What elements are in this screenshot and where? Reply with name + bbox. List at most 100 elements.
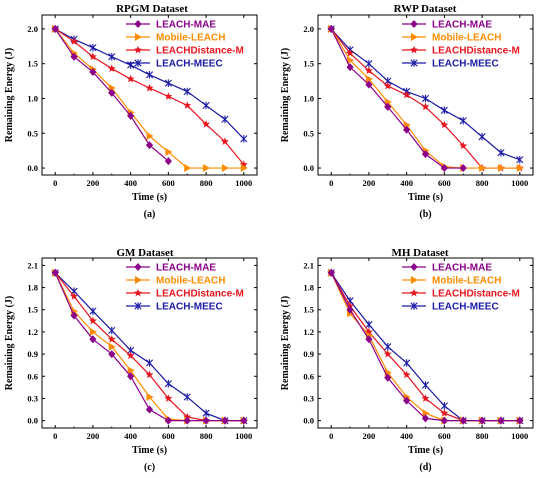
legend-marker [410, 45, 418, 54]
data-point [422, 409, 430, 418]
data-point [421, 414, 430, 423]
x-tick-label: 800 [476, 178, 489, 188]
y-tick-label: 1.0 [303, 93, 314, 103]
x-tick-label: 1000 [511, 178, 528, 188]
series-leach-mae [327, 24, 467, 173]
x-tick-label: 400 [400, 431, 413, 441]
data-point [146, 132, 154, 141]
data-point [516, 416, 524, 425]
data-point [107, 335, 116, 343]
x-axis-label: Time (s) [408, 445, 443, 456]
data-point [165, 148, 173, 157]
legend-marker [135, 276, 142, 284]
x-tick-label: 600 [438, 431, 451, 441]
legend-marker [410, 302, 418, 310]
data-point [403, 125, 411, 134]
data-point [202, 101, 210, 110]
data-point [203, 164, 211, 173]
data-point [145, 71, 154, 79]
y-tick-label: 2.0 [27, 24, 38, 34]
legend: LEACH-MAE Mobile-LEACH LEACHDistance-M LEAC… [402, 263, 520, 313]
x-tick-label: 400 [124, 178, 137, 188]
x-tick-label: 1000 [235, 178, 252, 188]
data-point [220, 137, 229, 146]
legend-label: Mobile-LEACH [156, 33, 225, 44]
data-point [51, 268, 59, 277]
legend-marker [135, 33, 142, 41]
series-leachdistance-m [51, 24, 248, 168]
data-point [108, 52, 116, 61]
x-tick-label: 800 [200, 178, 213, 188]
data-point [346, 301, 355, 310]
chart-panel-3: GM Dataset 0 200 400 600 800 1000 0.0 0.3 0.6 0.9 1… [4, 247, 258, 473]
data-point [421, 150, 430, 159]
y-tick-label: 1.8 [303, 283, 314, 293]
x-tick-label: 800 [200, 431, 213, 441]
series-leach-mae [51, 268, 248, 425]
data-point [89, 307, 97, 316]
legend-marker [134, 45, 142, 54]
y-tick-label: 2.1 [303, 260, 314, 270]
data-point [364, 327, 373, 336]
data-point [240, 164, 248, 173]
chart-panel-2: RWP Dataset 0 200 400 600 800 1000 0.0 0.5 1.0 1.5… [280, 3, 534, 220]
data-point [164, 79, 172, 87]
y-tick-label: 0.5 [27, 128, 38, 138]
data-point [459, 116, 467, 125]
data-point [421, 381, 430, 389]
data-point [70, 292, 79, 300]
data-point [383, 81, 392, 90]
data-point [164, 92, 173, 100]
data-point [327, 24, 335, 33]
legend-label: LEACH-MEEC [432, 59, 499, 70]
data-point [108, 342, 116, 351]
data-point [240, 135, 248, 143]
data-point [384, 342, 392, 351]
y-tick-label: 1.5 [27, 59, 38, 69]
data-point [440, 164, 448, 173]
data-point [478, 132, 486, 141]
y-tick-label: 1.8 [27, 283, 38, 293]
legend-marker [411, 33, 418, 41]
legend-label: Mobile-LEACH [432, 33, 501, 44]
y-tick-label: 1.2 [27, 327, 38, 337]
series-leach-mae [327, 268, 524, 425]
legend-label: LEACH-MAE [432, 20, 492, 31]
x-axis-label: Time (s) [408, 192, 443, 203]
legend: LEACH-MAE Mobile-LEACH LEACHDistance-M LEAC… [126, 263, 244, 313]
series-leach-mae [51, 24, 172, 166]
y-tick-label: 1.5 [303, 59, 314, 69]
legend-marker [134, 20, 142, 28]
legend-marker [410, 288, 418, 297]
data-point [479, 164, 487, 173]
y-tick-label: 2.1 [27, 260, 38, 270]
data-point [365, 320, 373, 329]
y-tick-label: 0.5 [303, 128, 314, 138]
y-tick-label: 0.3 [303, 393, 314, 403]
x-tick-label: 0 [329, 178, 333, 188]
data-point [183, 416, 191, 425]
data-point [384, 102, 392, 111]
x-tick-label: 400 [124, 431, 137, 441]
y-tick-label: 1.5 [27, 305, 38, 315]
data-point [145, 359, 154, 367]
data-point [403, 120, 411, 129]
y-tick-label: 0.9 [303, 349, 314, 359]
data-point [365, 59, 373, 68]
data-point [346, 305, 354, 314]
data-point [127, 366, 135, 375]
data-point [70, 52, 78, 61]
data-point [108, 326, 116, 335]
data-point [497, 416, 505, 425]
legend-label: Mobile-LEACH [156, 276, 225, 287]
data-point [440, 106, 448, 115]
chart-title: MH Dataset [391, 247, 448, 259]
y-axis-label: Remaining Energy (J) [280, 296, 291, 390]
panel-caption: (b) [419, 209, 431, 220]
y-tick-label: 0.0 [303, 416, 314, 426]
data-point [440, 120, 449, 129]
data-point [145, 405, 154, 414]
data-point [403, 359, 411, 367]
data-point [108, 84, 116, 93]
legend-marker [411, 276, 418, 284]
